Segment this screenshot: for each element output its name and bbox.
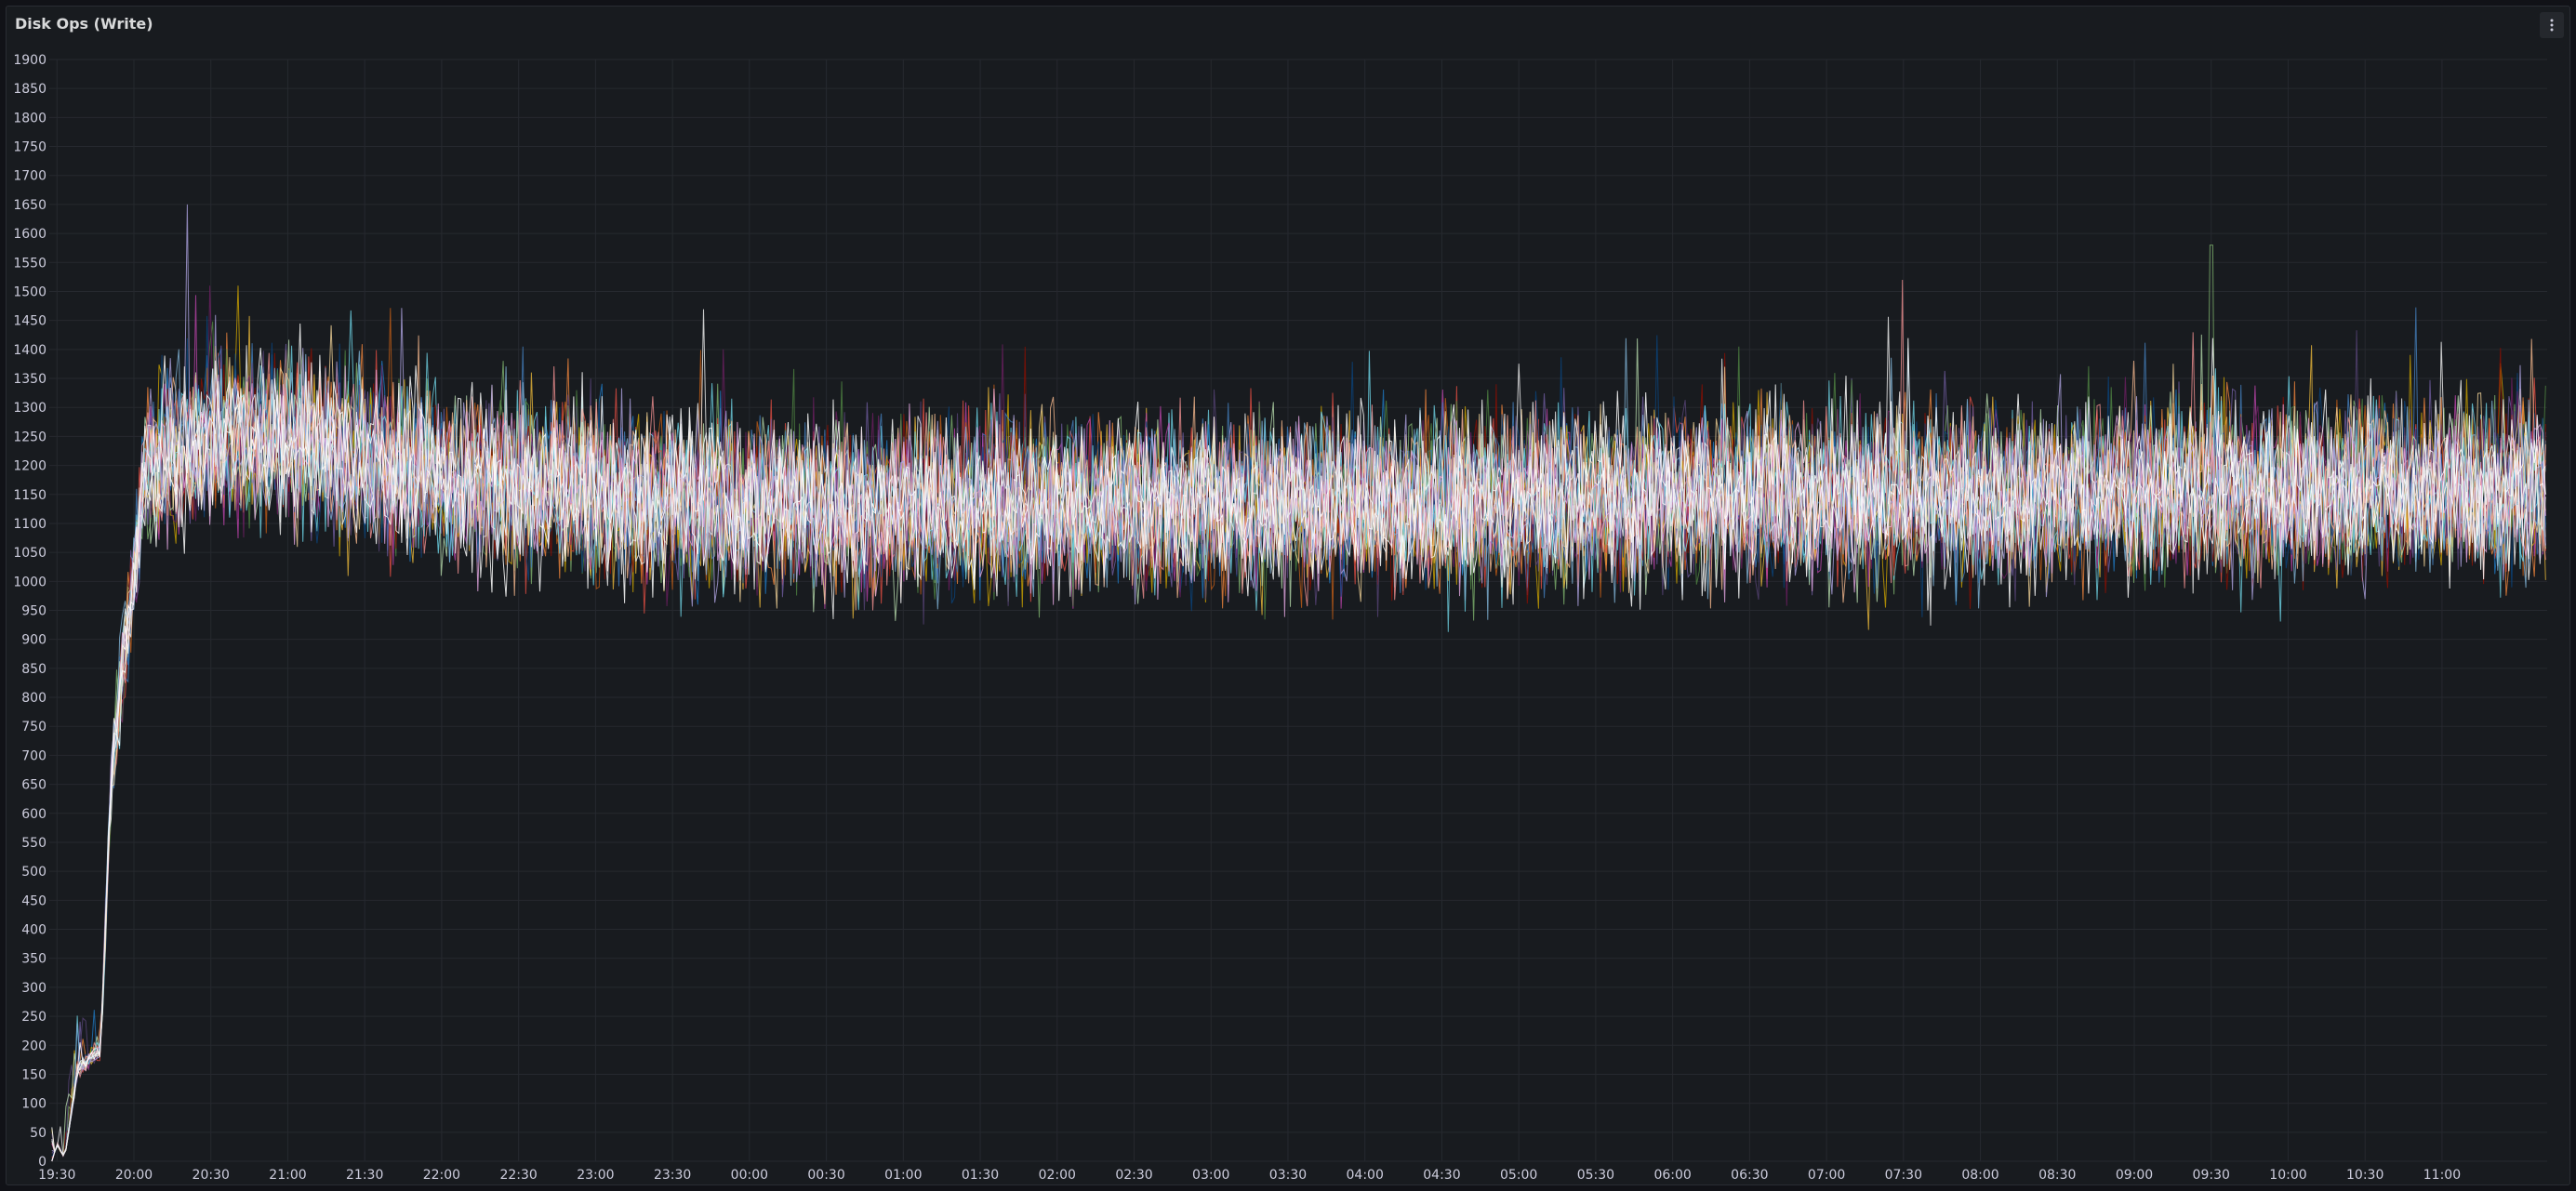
y-tick-label: 1150 <box>13 488 46 503</box>
chart-area: 0 50 100 150 200 250 300 350 400 450 500 550 600 650 7… <box>7 44 2569 1184</box>
y-tick-label: 1600 <box>13 227 46 242</box>
x-tick-label: 21:30 <box>346 1168 383 1183</box>
kebab-menu-icon <box>2550 19 2554 32</box>
panel-title: Disk Ops (Write) <box>15 15 153 33</box>
x-tick-label: 06:00 <box>1653 1168 1691 1183</box>
y-tick-label: 1400 <box>13 343 46 358</box>
y-tick-label: 800 <box>21 691 46 706</box>
y-tick-label: 1050 <box>13 546 46 561</box>
y-tick-label: 1250 <box>13 430 46 444</box>
y-tick-label: 50 <box>30 1126 46 1141</box>
series-line-23 <box>51 365 2546 1162</box>
series-line-27 <box>51 337 2546 1157</box>
y-tick-label: 1500 <box>13 285 46 299</box>
y-tick-label: 200 <box>21 1039 46 1053</box>
y-tick-label: 500 <box>21 865 46 880</box>
x-tick-label: 01:00 <box>884 1168 922 1183</box>
y-tick-label: 1300 <box>13 401 46 416</box>
y-tick-label: 1450 <box>13 314 46 329</box>
y-tick-label: 900 <box>21 633 46 648</box>
x-tick-label: 06:30 <box>1731 1168 1768 1183</box>
y-tick-label: 750 <box>21 720 46 734</box>
x-tick-label: 09:30 <box>2193 1168 2230 1183</box>
y-tick-label: 600 <box>21 807 46 822</box>
y-tick-label: 950 <box>21 604 46 619</box>
y-tick-label: 1550 <box>13 256 46 271</box>
x-tick-label: 08:30 <box>2038 1168 2076 1183</box>
x-tick-label: 19:30 <box>38 1168 75 1183</box>
y-tick-label: 1000 <box>13 575 46 589</box>
panel-header: Disk Ops (Write) <box>7 7 2569 44</box>
y-tick-label: 400 <box>21 923 46 938</box>
x-tick-label: 22:30 <box>499 1168 537 1183</box>
y-tick-label: 850 <box>21 662 46 677</box>
x-tick-label: 05:30 <box>1577 1168 1614 1183</box>
x-axis: 19:30 20:00 20:30 21:00 21:30 22:00 22:30 23:00… <box>38 1168 2461 1183</box>
series-line-28 <box>51 309 2546 1158</box>
x-tick-label: 08:00 <box>1961 1168 1998 1183</box>
x-tick-label: 21:00 <box>269 1168 306 1183</box>
series-line-15 <box>51 285 2546 1162</box>
x-tick-label: 09:00 <box>2116 1168 2153 1183</box>
y-tick-label: 450 <box>21 893 46 908</box>
x-tick-label: 05:00 <box>1500 1168 1537 1183</box>
series-line-24 <box>51 204 2546 1157</box>
x-tick-label: 10:00 <box>2269 1168 2306 1183</box>
x-tick-label: 04:30 <box>1423 1168 1460 1183</box>
y-tick-label: 1350 <box>13 372 46 387</box>
y-tick-label: 650 <box>21 778 46 793</box>
x-tick-label: 01:30 <box>962 1168 999 1183</box>
x-tick-label: 11:00 <box>2423 1168 2461 1183</box>
y-tick-label: 350 <box>21 952 46 967</box>
x-tick-label: 02:30 <box>1115 1168 1152 1183</box>
y-tick-label: 1200 <box>13 459 46 474</box>
x-tick-label: 20:30 <box>193 1168 230 1183</box>
x-tick-label: 03:00 <box>1192 1168 1229 1183</box>
x-tick-label: 00:00 <box>731 1168 768 1183</box>
series-layer <box>51 204 2546 1162</box>
y-tick-label: 1650 <box>13 198 46 213</box>
x-tick-label: 04:00 <box>1347 1168 1384 1183</box>
x-tick-label: 07:30 <box>1885 1168 1922 1183</box>
x-tick-label: 10:30 <box>2346 1168 2383 1183</box>
x-tick-label: 07:00 <box>1808 1168 1845 1183</box>
y-tick-label: 1850 <box>13 82 46 97</box>
series-line-26 <box>51 337 2546 1162</box>
panel-menu-button[interactable] <box>2540 12 2564 38</box>
y-tick-label: 150 <box>21 1067 46 1082</box>
y-tick-label: 1900 <box>13 53 46 68</box>
y-tick-label: 100 <box>21 1097 46 1112</box>
x-tick-label: 23:00 <box>577 1168 614 1183</box>
y-tick-label: 300 <box>21 981 46 996</box>
y-tick-label: 700 <box>21 748 46 763</box>
x-tick-label: 00:30 <box>807 1168 844 1183</box>
y-axis: 0 50 100 150 200 250 300 350 400 450 500 550 600 650 7… <box>13 53 46 1170</box>
y-tick-label: 1100 <box>13 517 46 532</box>
y-tick-label: 550 <box>21 836 46 851</box>
x-tick-label: 23:30 <box>654 1168 691 1183</box>
x-tick-label: 22:00 <box>423 1168 460 1183</box>
x-tick-label: 20:00 <box>115 1168 153 1183</box>
x-tick-label: 03:30 <box>1269 1168 1307 1183</box>
disk-ops-panel: Disk Ops (Write) 0 50 100 150 200 250 300 350 40… <box>6 6 2570 1185</box>
grid-layer <box>49 59 2547 1162</box>
y-tick-label: 1750 <box>13 140 46 155</box>
disk-ops-chart: 0 50 100 150 200 250 300 350 400 450 500 550 600 650 7… <box>13 53 2547 1183</box>
y-tick-label: 1700 <box>13 169 46 184</box>
x-tick-label: 02:00 <box>1039 1168 1076 1183</box>
y-tick-label: 250 <box>21 1010 46 1025</box>
y-tick-label: 0 <box>38 1155 46 1170</box>
series-line-22 <box>51 337 2546 1162</box>
y-tick-label: 1800 <box>13 111 46 126</box>
